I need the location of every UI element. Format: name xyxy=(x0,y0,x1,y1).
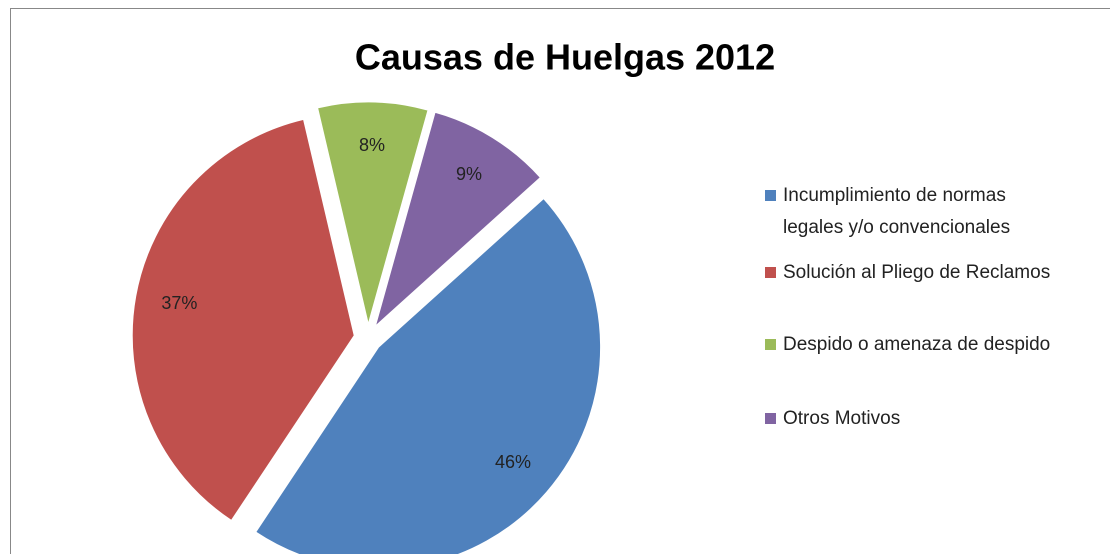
legend-swatch xyxy=(765,413,776,424)
data-label: 9% xyxy=(456,164,482,184)
pie-slice xyxy=(255,197,602,554)
legend-item: Otros Motivos xyxy=(765,403,1035,435)
legend-swatch xyxy=(765,190,776,201)
legend-item: Solución al Pliego de Reclamos xyxy=(765,257,1051,289)
data-label: 37% xyxy=(161,293,197,313)
legend-item: Incumplimiento de normas legales y/o con… xyxy=(765,180,1035,244)
data-label: 46% xyxy=(495,452,531,472)
pie-slice xyxy=(374,111,542,328)
legend-label: Otros Motivos xyxy=(783,408,901,429)
legend-item: Despido o amenaza de despido xyxy=(765,329,1051,361)
chart-title: Causas de Huelgas 2012 xyxy=(355,37,775,78)
legend-swatch xyxy=(765,267,776,278)
legend-label: Solución al Pliego de Reclamos xyxy=(783,262,1051,283)
legend-label: Incumplimiento de normas legales y/o con… xyxy=(783,185,1011,238)
legend-swatch xyxy=(765,339,776,350)
pie-slice xyxy=(131,118,355,522)
pie-slice xyxy=(316,101,429,325)
chart-frame xyxy=(10,8,1110,554)
data-label: 8% xyxy=(359,135,385,155)
legend-label: Despido o amenaza de despido xyxy=(783,334,1051,355)
